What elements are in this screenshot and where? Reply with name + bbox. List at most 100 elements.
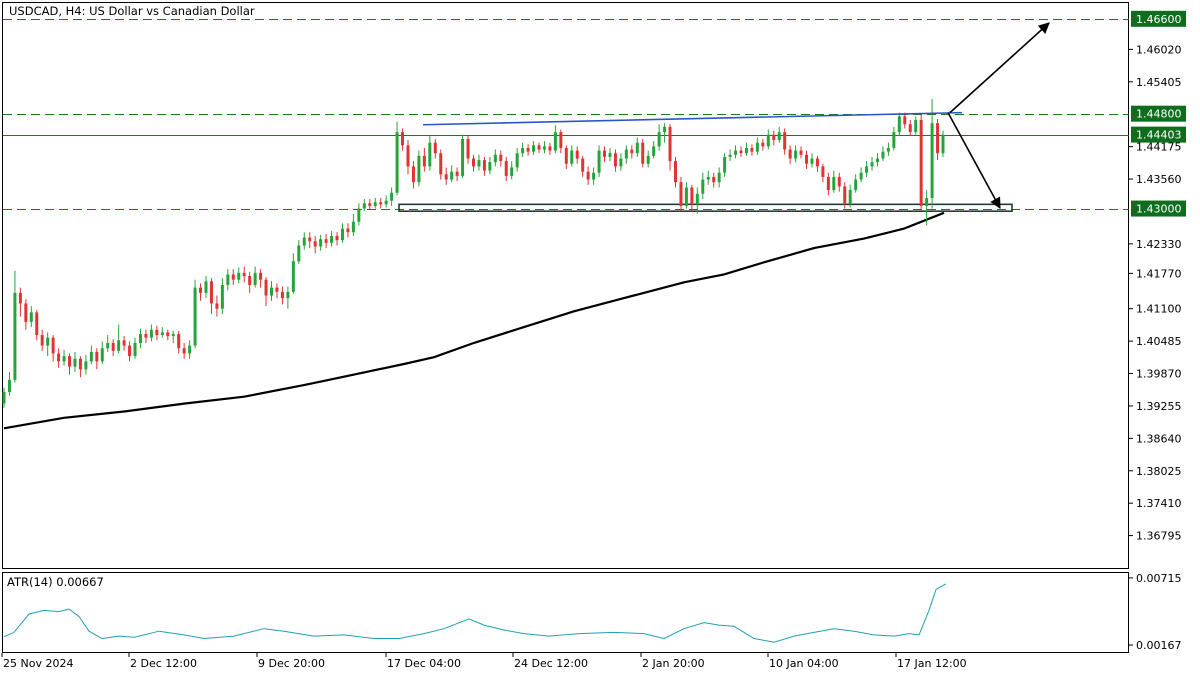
candle-body (750, 147, 754, 152)
candle-body (592, 172, 596, 180)
candle (215, 295, 219, 317)
candle (870, 156, 874, 171)
candle-body (553, 132, 557, 151)
price-level-label: 1.44403 (1136, 129, 1182, 142)
candle-body (488, 162, 492, 171)
candle-body (843, 186, 847, 204)
candle-body (286, 291, 290, 299)
price-axis-label: 1.37410 (1136, 497, 1182, 510)
candle (390, 187, 394, 206)
candle-body (166, 332, 170, 337)
candle (706, 170, 710, 185)
candle (810, 153, 814, 168)
price-axis-label: 1.41100 (1136, 303, 1182, 316)
candle (384, 195, 388, 208)
candle (701, 172, 705, 200)
candle (684, 182, 688, 209)
candle-body (564, 147, 568, 164)
candle (788, 145, 792, 164)
candle (919, 114, 923, 212)
candle (619, 153, 623, 171)
candle (521, 142, 525, 157)
candle-body (597, 150, 601, 173)
candle-body (848, 190, 852, 204)
candle (875, 153, 879, 167)
candle-body (357, 208, 361, 222)
candle-body (466, 138, 470, 159)
candle (777, 126, 781, 143)
time-axis-label: 25 Nov 2024 (3, 657, 73, 670)
candle-body (264, 279, 268, 296)
candle-body (619, 158, 623, 167)
atr-pane[interactable] (2, 572, 1129, 653)
candle-body (319, 239, 323, 247)
candle (308, 232, 312, 249)
candle (439, 149, 443, 180)
candle (657, 124, 661, 151)
price-axis-label: 1.44175 (1136, 141, 1182, 154)
candle (679, 176, 683, 212)
candle-body (870, 162, 874, 167)
candle (750, 144, 754, 156)
candle-body (630, 149, 634, 154)
candle (930, 98, 934, 209)
candle (925, 190, 929, 226)
candle-body (482, 160, 486, 171)
candle (641, 138, 645, 168)
candle (832, 170, 836, 193)
candle-body (188, 345, 192, 354)
candle (897, 112, 901, 136)
candle (630, 145, 634, 159)
candle (199, 283, 203, 301)
candle-body (914, 120, 918, 133)
candle-body (46, 337, 50, 346)
candle-body (242, 272, 246, 277)
candle-body (362, 203, 366, 209)
atr-axis-label: 0.00715 (1136, 572, 1182, 585)
candle-body (122, 340, 126, 346)
candle-body (493, 154, 497, 163)
time-axis-label: 17 Jan 12:00 (897, 657, 967, 670)
bearish-scenario-arrow[interactable] (947, 112, 1001, 210)
candle (29, 306, 33, 328)
candle (843, 182, 847, 209)
candle-body (559, 132, 563, 148)
candle (280, 286, 284, 305)
candle-body (313, 241, 317, 247)
candle (149, 324, 153, 342)
candle (668, 124, 672, 171)
candle-body (73, 358, 77, 367)
candle-body (471, 158, 476, 167)
price-level-badge (1131, 105, 1186, 122)
candle (166, 329, 170, 341)
candle (570, 145, 574, 167)
price-level-badge (1131, 200, 1186, 217)
bullish-scenario-arrow[interactable] (949, 22, 1050, 114)
candle-body (684, 187, 688, 206)
candle (270, 281, 274, 301)
candle (297, 240, 301, 264)
candle-body (854, 179, 858, 191)
support-zone-rect[interactable] (398, 203, 1013, 212)
candle-body (668, 126, 672, 162)
candle-body (177, 333, 181, 349)
candle (100, 341, 104, 365)
candle (417, 150, 421, 187)
candle (794, 145, 798, 163)
candle (892, 126, 896, 151)
candle (592, 167, 596, 185)
price-level-label: 1.43000 (1136, 203, 1182, 216)
main-pane[interactable] (2, 2, 1129, 569)
resistance-trendline[interactable] (422, 111, 963, 126)
candle-body (510, 167, 514, 176)
candle-body (477, 160, 481, 167)
candle-body (373, 202, 377, 206)
candle-body (663, 126, 667, 133)
candle-body (297, 245, 301, 262)
candle-body (635, 142, 639, 154)
candle (395, 121, 399, 196)
candle (717, 167, 721, 188)
price-level-badge (1131, 10, 1186, 27)
candle-body (433, 142, 437, 154)
